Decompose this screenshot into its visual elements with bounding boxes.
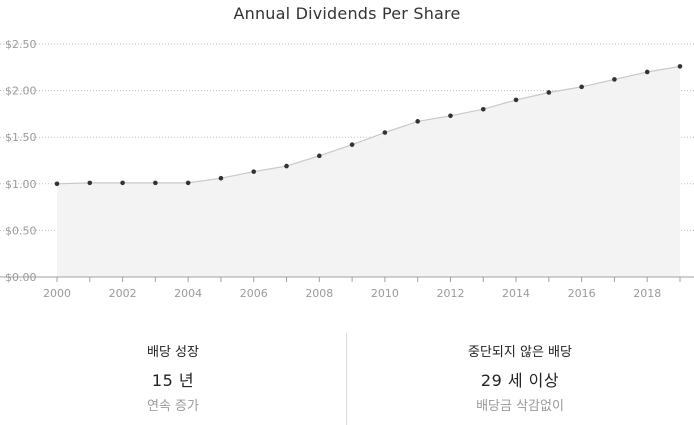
y-tick-labels: $0.00 $0.50 $1.00 $1.50 $2.00 $2.50	[5, 38, 37, 284]
uninterrupted-title: 중단되지 않은 배당	[468, 345, 572, 360]
y-tick-label: $0.50	[5, 224, 37, 237]
data-point	[87, 180, 93, 186]
growth-title: 배당 성장	[147, 345, 199, 360]
chart-title: Annual Dividends Per Share	[233, 4, 461, 23]
dividend-stats: 배당 성장 15 년 연속 증가 중단되지 않은 배당 29 세 이상 배당금 …	[0, 333, 694, 425]
x-tick-label: 2016	[568, 287, 596, 300]
x-tick-label: 2014	[502, 287, 530, 300]
data-point	[54, 181, 60, 187]
data-point	[251, 169, 257, 174]
series-line	[56, 65, 681, 185]
data-point	[382, 130, 388, 135]
dividends-chart: $0.00$0.50$1.00$1.50$2.00$2.50 2000 2002 2…	[0, 38, 694, 300]
data-point	[612, 77, 617, 82]
x-tick-label: 2012	[436, 287, 464, 300]
stats-divider	[346, 333, 347, 425]
x-tick-labels: 2000 2002 2004 2006 2008 2010 2012 2014 2016 2018	[43, 287, 661, 300]
data-point	[480, 106, 486, 112]
y-tick-label: $2.50	[5, 38, 37, 51]
x-tick-label: 2010	[371, 287, 399, 300]
data-point	[185, 180, 191, 186]
x-tick-label: 2018	[633, 287, 661, 300]
x-tick-label: 2006	[240, 287, 268, 300]
area-fill	[57, 66, 680, 278]
data-point	[448, 113, 453, 119]
data-point	[349, 142, 355, 147]
data-point	[579, 84, 584, 90]
data-point	[153, 180, 158, 186]
data-point	[284, 163, 289, 169]
data-point	[415, 119, 420, 124]
dividend-growth-stat: 배당 성장 15 년 연속 증가	[0, 333, 346, 416]
growth-value: 15 년	[151, 371, 195, 390]
data-point	[120, 180, 125, 186]
uninterrupted-subtitle: 배당금 삭감없이	[476, 399, 564, 414]
data-point	[644, 69, 650, 75]
data-point	[677, 64, 683, 69]
y-tick-label: $1.50	[5, 131, 37, 144]
data-point	[546, 90, 552, 95]
y-tick-label: $2.00	[5, 85, 37, 98]
growth-subtitle: 연속 증가	[147, 399, 199, 414]
x-tick-label: 2000	[43, 287, 71, 300]
y-tick-label: $1.00	[5, 178, 37, 191]
x-tick-label: 2004	[174, 287, 202, 300]
x-tick-label: 2008	[305, 287, 333, 300]
data-points	[54, 64, 683, 187]
x-axis	[0, 276, 694, 282]
data-point	[218, 175, 224, 181]
x-tick-label: 2002	[109, 287, 137, 300]
data-point	[513, 97, 519, 103]
data-point	[317, 153, 322, 159]
uninterrupted-dividend-stat: 중단되지 않은 배당 29 세 이상 배당금 삭감없이	[347, 333, 693, 416]
uninterrupted-value: 29 세 이상	[480, 371, 560, 390]
y-tick-label: $0.00	[5, 271, 37, 284]
